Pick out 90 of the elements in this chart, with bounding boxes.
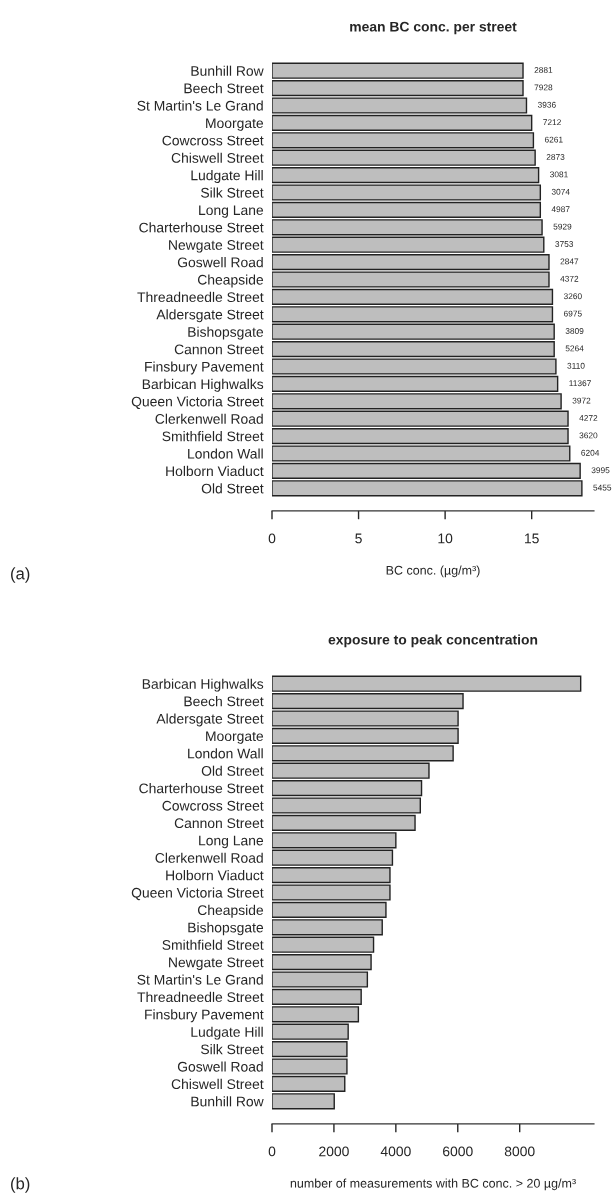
y-tick-label: London Wall [188,448,263,459]
y-tick-label: Barbican Highwalks [142,378,264,392]
y-tick-label: Newgate Street [169,240,264,253]
text: (a) [11,567,30,583]
x-tick-label: 2000 [319,1146,349,1157]
annotation: 2873 [546,154,565,160]
y-tick-label: Cheapside [197,904,264,918]
y-tick-label: Bishopsgate [188,326,264,340]
y-tick-label: Threadneedle Street [137,291,264,303]
x-tick-label: 10 [438,533,453,544]
y-tick-label: Goswell Road [177,1061,263,1072]
y-tick-label: Clerkenwell Road [155,852,263,863]
y-tick-label: Charterhouse Street [139,222,264,233]
y-tick-label: Cannon Street [174,344,264,355]
y-tick-label: Smithfield Street [162,939,264,950]
y-tick-label: Threadneedle Street [137,991,264,1003]
annotation: 3260 [563,293,582,300]
annotation: 6204 [581,449,600,456]
x-axis-title: BC conc. (µg/m³) [386,565,480,578]
annotation: 6975 [563,310,582,317]
annotation: 7928 [534,84,553,91]
x-tick-label: 4000 [380,1146,411,1157]
y-tick-label: Queen Victoria Street [131,396,264,409]
annotation: 2847 [560,258,579,265]
y-tick-label: Smithfield Street [162,431,264,442]
x-tick-label: 0 [268,1146,276,1157]
y-tick-label: Old Street [201,765,264,776]
annotation: 5455 [593,484,612,491]
annotation: 7212 [543,119,561,126]
annotation: 3081 [550,171,568,178]
x-axis-title: number of measurements with BC conc. > 20 µg/m³ [290,1178,576,1191]
y-tick-label: Aldersgate Street [156,309,264,323]
chart-title: exposure to peak concentration [328,634,538,648]
y-tick-label: Long Lane [199,835,264,849]
y-tick-label: Bunhill Row [191,1096,264,1107]
y-tick-label: Cheapside [197,274,264,288]
y-tick-label: Cannon Street [174,818,264,829]
y-tick-label: Silk Street [201,187,264,198]
y-tick-label: St Martin's Le Grand [137,974,263,985]
annotation: 11367 [569,380,591,387]
y-tick-label: Goswell Road [177,257,263,268]
y-tick-label: Holborn Viaduct [166,870,264,881]
y-tick-label: St Martin's Le Grand [137,100,263,111]
y-tick-label: Old Street [201,483,264,494]
x-tick-label: 0 [268,533,276,544]
y-tick-label: Ludgate Hill [191,1026,263,1040]
y-tick-label: Barbican Highwalks [142,678,264,692]
y-tick-label: Finsbury Pavement [145,1009,264,1023]
annotation: 3972 [572,397,591,404]
annotation: 5929 [553,223,572,230]
annotation: 4372 [560,275,579,282]
annotation: 6261 [544,136,563,143]
y-tick-label: Charterhouse Street [139,783,264,794]
text: (b) [11,1177,30,1193]
x-tick-label: 5 [355,533,362,544]
x-tick-label: 6000 [443,1146,473,1157]
x-tick-label: 15 [525,533,539,544]
annotation: 3753 [555,241,574,247]
y-tick-label: Moorgate [206,118,264,131]
y-tick-label: Moorgate [206,731,264,744]
annotation: 4272 [579,415,598,421]
y-tick-label: Beech Street [184,696,264,707]
annotation: 3074 [551,188,570,195]
annotation: 3936 [537,101,556,108]
x-tick-label: 8000 [504,1146,535,1157]
y-tick-label: Bishopsgate [188,922,264,936]
annotation: 2881 [534,67,553,73]
annotation: 3809 [565,328,584,334]
annotation: 4987 [551,206,570,213]
y-tick-label: Newgate Street [169,957,264,971]
annotation: 5264 [565,345,584,352]
y-tick-label: Holborn Viaduct [166,465,264,477]
chart-title: mean BC conc. per street [350,21,517,35]
annotation: 3620 [579,432,598,439]
y-tick-label: Cowcross Street [162,135,264,146]
y-tick-label: Chiswell Street [171,1078,264,1090]
y-tick-label: Beech Street [184,83,264,94]
y-tick-label: Clerkenwell Road [155,413,263,424]
y-tick-label: Finsbury Pavement [145,361,264,375]
y-tick-label: Silk Street [201,1044,264,1055]
y-tick-label: London Wall [188,748,263,759]
y-tick-label: Queen Victoria Street [131,887,264,901]
y-tick-label: Bunhill Row [191,65,264,76]
y-tick-label: Cowcross Street [162,800,264,811]
y-tick-label: Ludgate Hill [191,170,263,184]
y-tick-label: Chiswell Street [171,152,264,163]
y-tick-label: Long Lane [199,205,264,218]
annotation: 3110 [567,362,585,369]
y-tick-label: Aldersgate Street [156,713,264,727]
annotation: 3995 [591,467,610,474]
